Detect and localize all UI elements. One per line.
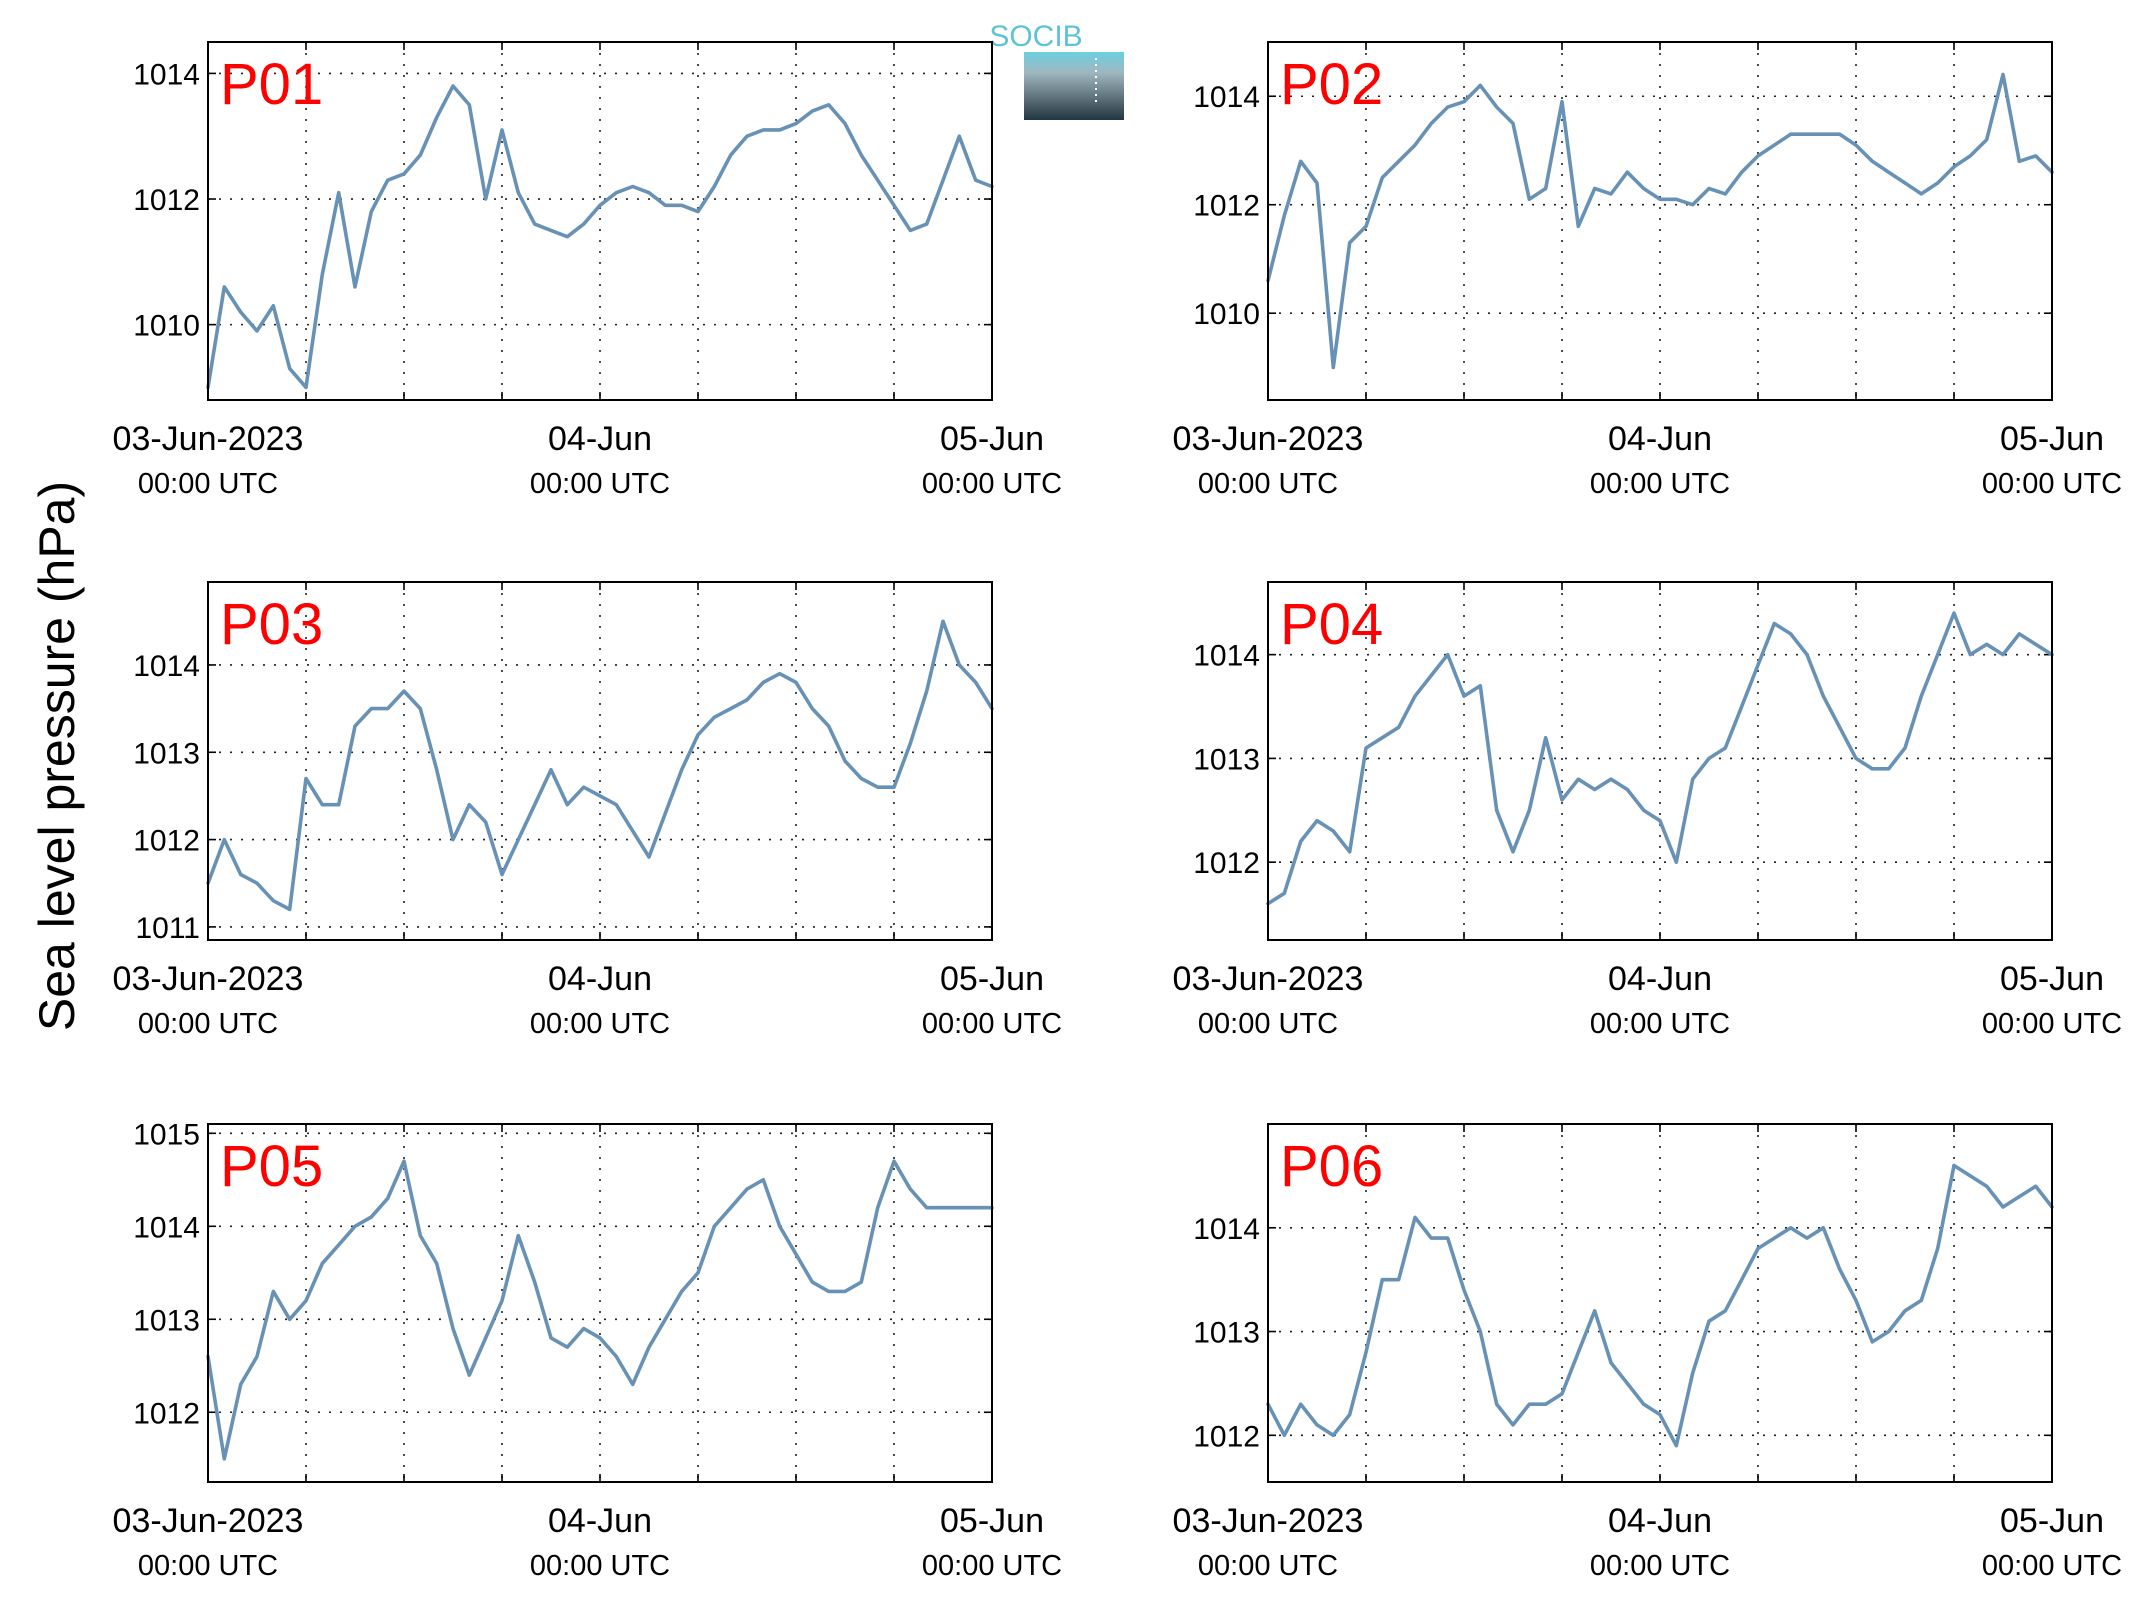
series-line: [206, 1159, 994, 1461]
plot-frame: [1267, 1123, 2053, 1483]
x-tick-sublabel: 00:00 UTC: [1590, 1550, 1730, 1582]
chart-panel-p03: 1011 1012 1013 1014 03-Jun-2023 00:00 UTC 04-J…: [113, 581, 1062, 1040]
socib-logo: SOCIB: [989, 20, 1124, 120]
x-tick-label: 05-Jun: [940, 420, 1044, 458]
plot-frame: [1267, 41, 2053, 401]
chart-panel-p02: 1010 1012 1014 03-Jun-2023 00:00 UTC 04-Jun 00…: [1173, 41, 2122, 500]
chart-panel-p01: 1010 1012 1014 03-Jun-2023 00:00 UTC 04-Jun 00…: [113, 41, 1062, 500]
x-tick-label: 04-Jun: [548, 1502, 652, 1540]
y-tick-label: 1012: [133, 184, 200, 217]
y-tick-label: 1012: [1193, 847, 1260, 880]
y-tick-label: 1014: [133, 650, 200, 683]
x-tick-label: 03-Jun-2023: [113, 960, 304, 998]
x-tick-sublabel: 00:00 UTC: [922, 468, 1062, 500]
x-tick-sublabel: 00:00 UTC: [138, 1550, 278, 1582]
x-tick-sublabel: 00:00 UTC: [1982, 1008, 2122, 1040]
panel-title: P06: [1280, 1134, 1383, 1199]
x-tick-label: 04-Jun: [548, 960, 652, 998]
series-line: [1266, 72, 2054, 370]
x-tick-sublabel: 00:00 UTC: [1982, 1550, 2122, 1582]
x-tick-label: 05-Jun: [940, 960, 1044, 998]
chart-panel-p05: 1012 1013 1014 1015 03-Jun-2023 00:00 UTC 04-J…: [113, 1118, 1063, 1582]
x-tick-label: 05-Jun: [940, 1502, 1044, 1540]
y-tick-label: 1010: [133, 310, 200, 343]
panel-title: P04: [1280, 592, 1383, 657]
x-tick-label: 03-Jun-2023: [1173, 1502, 1364, 1540]
chart-panel-p04: 1012 1013 1014 03-Jun-2023 00:00 UTC 04-Jun 00…: [1173, 581, 2122, 1040]
y-tick-label: 1014: [133, 58, 200, 91]
panels: 1010 1012 1014 03-Jun-2023 00:00 UTC 04-Jun 00…: [113, 41, 2122, 1582]
x-tick-label: 03-Jun-2023: [113, 1502, 304, 1540]
plot-frame: [207, 581, 993, 941]
x-tick-sublabel: 00:00 UTC: [1198, 468, 1338, 500]
y-tick-label: 1012: [1193, 1420, 1260, 1453]
y-tick-label: 1013: [133, 737, 200, 770]
panel-title: P05: [220, 1134, 323, 1199]
x-tick-label: 03-Jun-2023: [113, 420, 304, 458]
x-tick-sublabel: 00:00 UTC: [138, 468, 278, 500]
y-tick-label: 1012: [133, 1397, 200, 1430]
y-tick-label: 1014: [1193, 1213, 1260, 1246]
y-tick-label: 1013: [133, 1304, 200, 1337]
y-tick-label: 1014: [1193, 640, 1260, 673]
x-tick-sublabel: 00:00 UTC: [922, 1550, 1062, 1582]
x-tick-label: 04-Jun: [1608, 1502, 1712, 1540]
y-tick-label: 1012: [133, 825, 200, 858]
x-tick-label: 04-Jun: [548, 420, 652, 458]
panel-title: P01: [220, 52, 323, 117]
x-tick-sublabel: 00:00 UTC: [530, 468, 670, 500]
x-tick-label: 05-Jun: [2000, 960, 2104, 998]
figure-ylabel: Sea level pressure (hPa): [29, 481, 85, 1031]
series-line: [1266, 611, 2054, 906]
x-tick-sublabel: 00:00 UTC: [1590, 1008, 1730, 1040]
plot-frame: [207, 1123, 993, 1483]
x-tick-sublabel: 00:00 UTC: [1982, 468, 2122, 500]
series-line: [206, 84, 994, 390]
x-tick-sublabel: 00:00 UTC: [922, 1008, 1062, 1040]
series-line: [206, 619, 994, 912]
x-tick-sublabel: 00:00 UTC: [1198, 1008, 1338, 1040]
y-tick-label: 1014: [1193, 81, 1260, 114]
y-tick-label: 1012: [1193, 190, 1260, 223]
panel-title: P03: [220, 592, 323, 657]
x-tick-label: 04-Jun: [1608, 960, 1712, 998]
x-tick-sublabel: 00:00 UTC: [1590, 468, 1730, 500]
socib-logo-mark: [1024, 52, 1124, 120]
x-tick-sublabel: 00:00 UTC: [530, 1008, 670, 1040]
y-tick-label: 1013: [1193, 743, 1260, 776]
series-line: [1266, 1163, 2054, 1448]
x-tick-label: 05-Jun: [2000, 1502, 2104, 1540]
x-tick-label: 03-Jun-2023: [1173, 960, 1364, 998]
x-tick-label: 03-Jun-2023: [1173, 420, 1364, 458]
panel-title: P02: [1280, 52, 1383, 117]
y-tick-label: 1010: [1193, 298, 1260, 331]
socib-logo-text: SOCIB: [989, 20, 1082, 53]
x-tick-sublabel: 00:00 UTC: [530, 1550, 670, 1582]
x-tick-label: 04-Jun: [1608, 420, 1712, 458]
chart-panel-p06: 1012 1013 1014 03-Jun-2023 00:00 UTC 04-Jun 00…: [1173, 1123, 2122, 1582]
x-tick-sublabel: 00:00 UTC: [1198, 1550, 1338, 1582]
y-tick-label: 1013: [1193, 1317, 1260, 1350]
plot-frame: [207, 41, 993, 401]
y-tick-label: 1015: [133, 1118, 200, 1151]
plot-frame: [1267, 581, 2053, 941]
x-tick-sublabel: 00:00 UTC: [138, 1008, 278, 1040]
y-tick-label: 1011: [135, 912, 200, 945]
x-tick-label: 05-Jun: [2000, 420, 2104, 458]
y-tick-label: 1014: [133, 1211, 200, 1244]
